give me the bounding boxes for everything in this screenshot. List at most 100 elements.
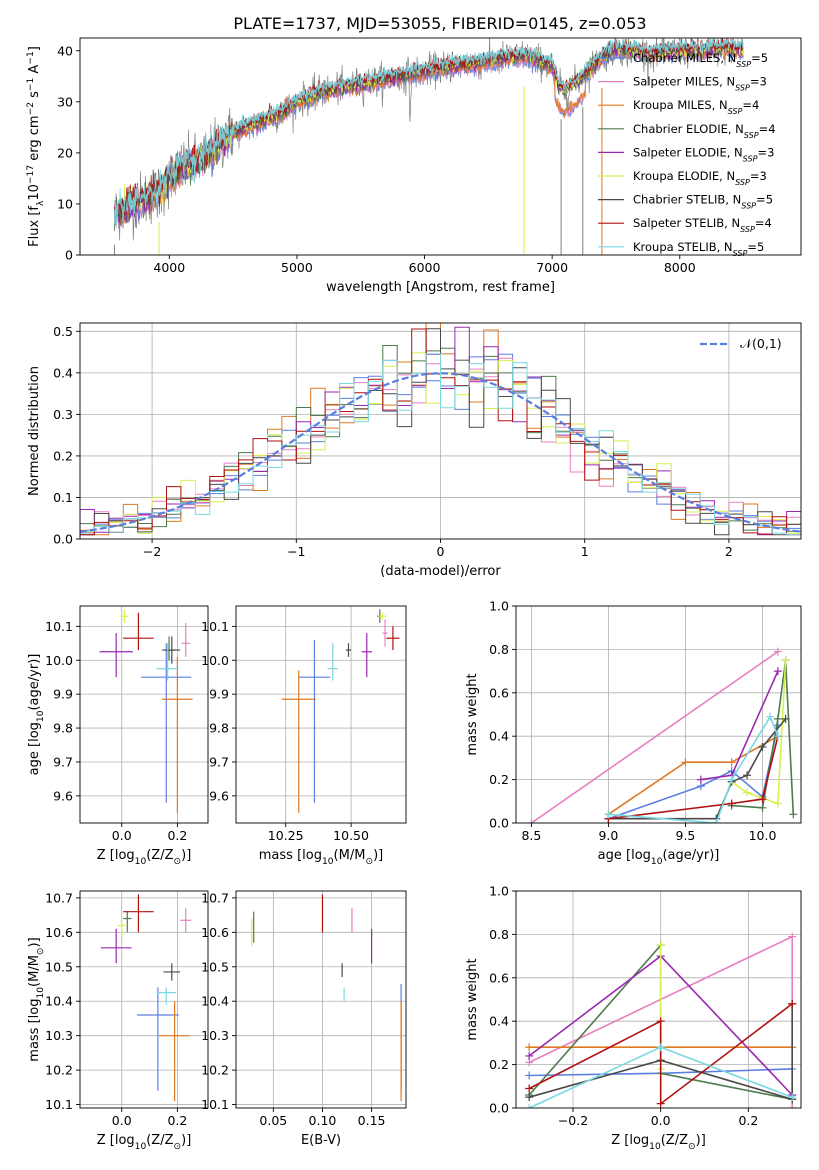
mass-age-plot-area xyxy=(236,606,406,823)
x-tick-label: 7000 xyxy=(536,260,568,275)
y-tick-label: 10.7 xyxy=(45,890,73,905)
weight-series-kroupa-stelib xyxy=(525,1043,797,1108)
y-tick-label: 10.0 xyxy=(45,653,73,668)
weight-marker xyxy=(788,1104,797,1108)
y-tick-label: 0.2 xyxy=(489,1057,509,1072)
errorbar-salpeter-stelib xyxy=(386,626,400,651)
weight-marker xyxy=(712,819,721,823)
y-tick-label: 1.0 xyxy=(489,884,509,899)
legend-name: Kroupa STELIB xyxy=(633,240,717,254)
legend-name: Salpeter ELODIE xyxy=(633,145,727,159)
weight-line xyxy=(608,736,779,820)
y-tick-label: 10.2 xyxy=(201,1063,229,1078)
weight-marker xyxy=(788,1093,797,1102)
legend-entry-chabrier-elodie: Chabrier ELODIE, NSSP=4 xyxy=(633,122,776,140)
y-tick-label: 0.1 xyxy=(53,490,73,505)
x-tick-label: −0.2 xyxy=(558,1113,588,1128)
legend-ssp: 4 xyxy=(768,122,775,136)
errorbar-chabrier-stelib xyxy=(345,643,352,657)
legend-ssp: 5 xyxy=(766,193,773,207)
spectrum-panel: 4000 5000 6000 7000 8000 0 10 20 30 40 wavelength … xyxy=(26,37,802,295)
weight-line xyxy=(528,1003,793,1101)
legend-name: Salpeter STELIB xyxy=(633,216,724,230)
spectrum-legend: Chabrier MILES, NSSP=5 Salpeter MILES, NS… xyxy=(598,51,776,257)
weight-marker xyxy=(525,1093,534,1102)
weight-marker xyxy=(788,932,797,941)
x-axis-label: Z [log10​(Z/Z⊙​)] xyxy=(611,1133,706,1152)
spectrum-axes: 4000 5000 6000 7000 8000 0 10 20 30 40 wavelength … xyxy=(26,37,802,295)
x-tick-label: 10.25 xyxy=(268,828,304,843)
legend-name: Chabrier STELIB xyxy=(633,193,725,207)
errorbar-chabrier-elodie xyxy=(162,636,176,661)
weight-marker xyxy=(656,941,665,950)
ebv-mass-plot-area xyxy=(236,891,406,1108)
weight-marker xyxy=(743,788,752,797)
axes-frame xyxy=(79,605,209,824)
weight-marker xyxy=(656,1099,665,1108)
y-tick-label: 9.9 xyxy=(209,687,229,702)
weight-marker xyxy=(525,1084,534,1093)
legend-ssp: 4 xyxy=(765,216,772,230)
weights-z-panel: −0.2 0.0 0.2 0.0 0.2 0.4 0.6 0.8 1.0 Z [log10​(Z/… xyxy=(465,884,802,1152)
y-tick-label: 10.0 xyxy=(201,653,229,668)
weight-line xyxy=(731,660,787,805)
weights-age-axes: 8.5 9.0 9.5 10.0 0.0 0.2 0.4 0.6 0.8 1.0 age [log1… xyxy=(465,599,802,867)
y-tick-label: 0.8 xyxy=(489,642,509,657)
legend-ssp: 5 xyxy=(761,51,768,65)
weight-series-salpeter-stelib xyxy=(604,732,782,823)
weight-series-kroupa-miles xyxy=(604,732,782,819)
errorbar-salpeter-elodie xyxy=(361,633,372,678)
y-tick-label: 9.7 xyxy=(53,754,73,769)
weight-marker xyxy=(758,743,767,752)
y-tick-label: 0.0 xyxy=(489,1101,509,1116)
y-tick-label: 0.2 xyxy=(489,772,509,787)
figure-title: PLATE=1737, MJD=53055, FIBERID=0145, z=0… xyxy=(233,14,646,33)
x-tick-label: 0.2 xyxy=(167,828,187,843)
x-tick-label: 0.10 xyxy=(309,1113,337,1128)
y-axis-label: mass [log10​(M/M⊙​)] xyxy=(27,937,46,1061)
x-tick-label: 0.2 xyxy=(738,1113,758,1128)
y-tick-label: 10.3 xyxy=(201,1028,229,1043)
y-tick-label: 10.6 xyxy=(201,925,229,940)
residual-histogram-kroupa-stelib xyxy=(80,353,801,539)
legend-name: Kroupa MILES xyxy=(633,98,712,112)
x-tick-label: 0.0 xyxy=(112,828,132,843)
y-tick-label: 0.4 xyxy=(53,365,73,380)
weight-marker xyxy=(727,775,736,784)
errorbar-chabrier-elodie xyxy=(123,911,132,933)
y-tick-label: 10.1 xyxy=(201,1097,229,1112)
weight-line xyxy=(528,1003,793,1106)
errorbar-kroupa-miles xyxy=(162,656,193,813)
x-axis-label: age [log10​(age/yr)] xyxy=(598,848,720,867)
weights-z-axes: −0.2 0.0 0.2 0.0 0.2 0.4 0.6 0.8 1.0 Z [log10​(Z/… xyxy=(465,884,802,1152)
y-tick-label: 0.8 xyxy=(489,927,509,942)
errorbar-salpeter-elodie xyxy=(99,633,133,678)
weight-marker xyxy=(773,647,782,656)
errorbar-salpeter-elodie xyxy=(100,928,132,964)
weight-series-salpeter-miles xyxy=(527,647,782,823)
weight-marker xyxy=(773,732,782,741)
normal-distribution-curve xyxy=(80,372,801,533)
axes-frame xyxy=(79,322,802,540)
errorbar-kroupa-elodie xyxy=(120,609,129,623)
errorbar-kroupa-miles xyxy=(281,670,316,813)
x-tick-label: −1 xyxy=(287,544,305,559)
weight-marker xyxy=(696,775,705,784)
weight-marker xyxy=(773,714,782,723)
y-tick-label: 0.3 xyxy=(53,407,73,422)
z-mass-axes: 0.0 0.2 10.1 10.2 10.3 10.4 10.5 10.6 10.7 Z [log… xyxy=(27,890,209,1152)
x-tick-label: 0.2 xyxy=(167,1113,187,1128)
weight-series-kroupa-stelib xyxy=(604,712,782,823)
legend-entry-salpeter-miles: Salpeter MILES, NSSP=3 xyxy=(633,75,767,93)
y-tick-label: 1.0 xyxy=(489,599,509,614)
x-tick-label: 6000 xyxy=(409,260,441,275)
x-tick-label: −2 xyxy=(143,544,161,559)
legend-name: Kroupa ELODIE xyxy=(633,169,719,183)
y-tick-label: 10 xyxy=(57,196,73,211)
x-tick-label: 10.50 xyxy=(333,828,369,843)
mass-age-axes: 10.25 10.50 9.6 9.7 9.8 9.9 10.0 10.1 mass [log1… xyxy=(201,605,407,867)
y-tick-label: 0.5 xyxy=(53,324,73,339)
errorbar-kroupa-stelib xyxy=(327,643,338,681)
errorbar-chabrier-miles xyxy=(141,643,192,803)
x-tick-label: 9.0 xyxy=(598,828,618,843)
